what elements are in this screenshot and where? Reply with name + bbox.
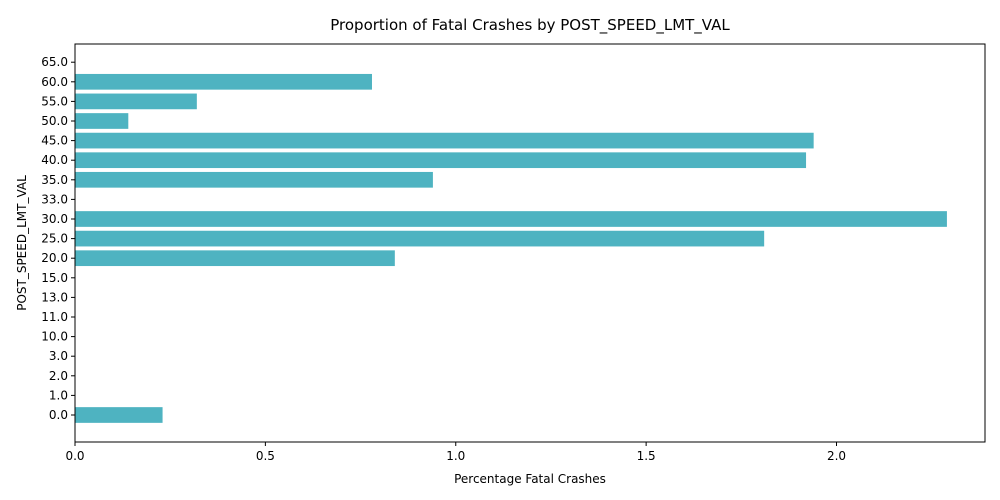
bars-group <box>75 73 947 423</box>
y-tick-label: 45.0 <box>41 134 68 148</box>
x-tick-label: 1.5 <box>637 449 656 463</box>
y-axis-ticks: 0.0 1.0 2.0 3.0 10.0 11.0 13.0 15.0 20.0 25.0 30.0… <box>41 55 75 422</box>
y-tick-label: 15.0 <box>41 271 68 285</box>
y-axis-title: POST_SPEED_LMT_VAL <box>15 175 29 311</box>
y-tick-label: 3.0 <box>49 349 68 363</box>
x-tick-label: 2.0 <box>827 449 846 463</box>
plot-frame <box>74 43 986 443</box>
bar-20.0 <box>75 250 395 267</box>
bar-55.0 <box>75 93 197 110</box>
chart-title: Proportion of Fatal Crashes by POST_SPEE… <box>330 16 730 35</box>
y-tick-label: 25.0 <box>41 232 68 246</box>
y-tick-label: 20.0 <box>41 251 68 265</box>
y-tick-label: 50.0 <box>41 114 68 128</box>
bar-25.0 <box>75 230 765 247</box>
y-tick-label: 60.0 <box>41 75 68 89</box>
bar-30.0 <box>75 211 947 227</box>
y-tick-label: 65.0 <box>41 55 68 69</box>
bar-40.0 <box>75 152 807 169</box>
y-tick-label: 13.0 <box>41 290 68 304</box>
y-tick-label: 0.0 <box>49 408 68 422</box>
y-tick-label: 33.0 <box>41 192 68 206</box>
bar-45.0 <box>75 132 814 149</box>
y-tick-label: 55.0 <box>41 94 68 108</box>
y-tick-label: 1.0 <box>49 388 68 402</box>
x-tick-label: 0.5 <box>256 449 275 463</box>
y-tick-label: 11.0 <box>41 310 68 324</box>
y-tick-label: 2.0 <box>49 369 68 383</box>
x-axis-ticks: 0.0 0.5 1.0 1.5 2.0 <box>65 442 846 463</box>
x-tick-label: 1.0 <box>446 449 465 463</box>
y-tick-label: 30.0 <box>41 212 68 226</box>
bar-35.0 <box>75 171 433 188</box>
y-tick-label: 40.0 <box>41 153 68 167</box>
bar-0.0 <box>75 407 163 423</box>
bar-60.0 <box>75 73 372 90</box>
y-tick-label: 35.0 <box>41 173 68 187</box>
x-axis-title: Percentage Fatal Crashes <box>454 472 606 486</box>
bar-50.0 <box>75 113 129 129</box>
x-tick-label: 0.0 <box>65 449 84 463</box>
y-tick-label: 10.0 <box>41 330 68 344</box>
